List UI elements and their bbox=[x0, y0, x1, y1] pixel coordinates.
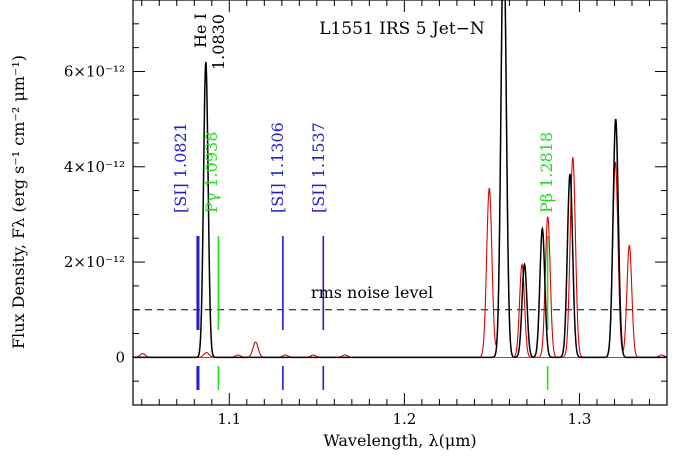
marker-label-si-1-1537: [SI] 1.1537 bbox=[309, 122, 328, 213]
x-tick-label: 1.2 bbox=[392, 410, 416, 428]
marker-label-si-1-0821: [SI] 1.0821 bbox=[171, 122, 190, 213]
y-tick-label: 6×10⁻¹² bbox=[64, 62, 125, 80]
marker-label-pgamma-1-0938: Pγ 1.0938 bbox=[202, 132, 221, 213]
marker-label-si-1-1306: [SI] 1.1306 bbox=[268, 122, 287, 213]
plot-frame bbox=[132, 0, 668, 406]
x-tick-label: 1.1 bbox=[217, 410, 241, 428]
chart-title: L1551 IRS 5 Jet−N bbox=[319, 19, 485, 39]
marker-labels: [SI] 1.0821 Pγ 1.0938 [SI] 1.1306 [SI] 1… bbox=[171, 122, 556, 213]
y-axis-label: Flux Density, Fλ (erg s⁻¹ cm⁻² μm⁻¹) bbox=[9, 55, 28, 349]
y-tick-label: 2×10⁻¹² bbox=[64, 253, 125, 271]
hei-wavelength: 1.0830 bbox=[209, 14, 228, 70]
hei-name: He I bbox=[191, 13, 210, 48]
series-line-0 bbox=[133, 0, 667, 359]
noise-level-label: rms noise level bbox=[311, 283, 433, 302]
hei-annotation: He I 1.0830 bbox=[191, 13, 228, 70]
x-axis-label: Wavelength, λ(μm) bbox=[323, 431, 476, 450]
y-tick-label: 0 bbox=[115, 348, 125, 366]
x-tick-label: 1.3 bbox=[568, 410, 592, 428]
marker-label-pbeta-1-2818: Pβ 1.2818 bbox=[537, 132, 556, 213]
y-tick-label: 4×10⁻¹² bbox=[64, 158, 125, 176]
